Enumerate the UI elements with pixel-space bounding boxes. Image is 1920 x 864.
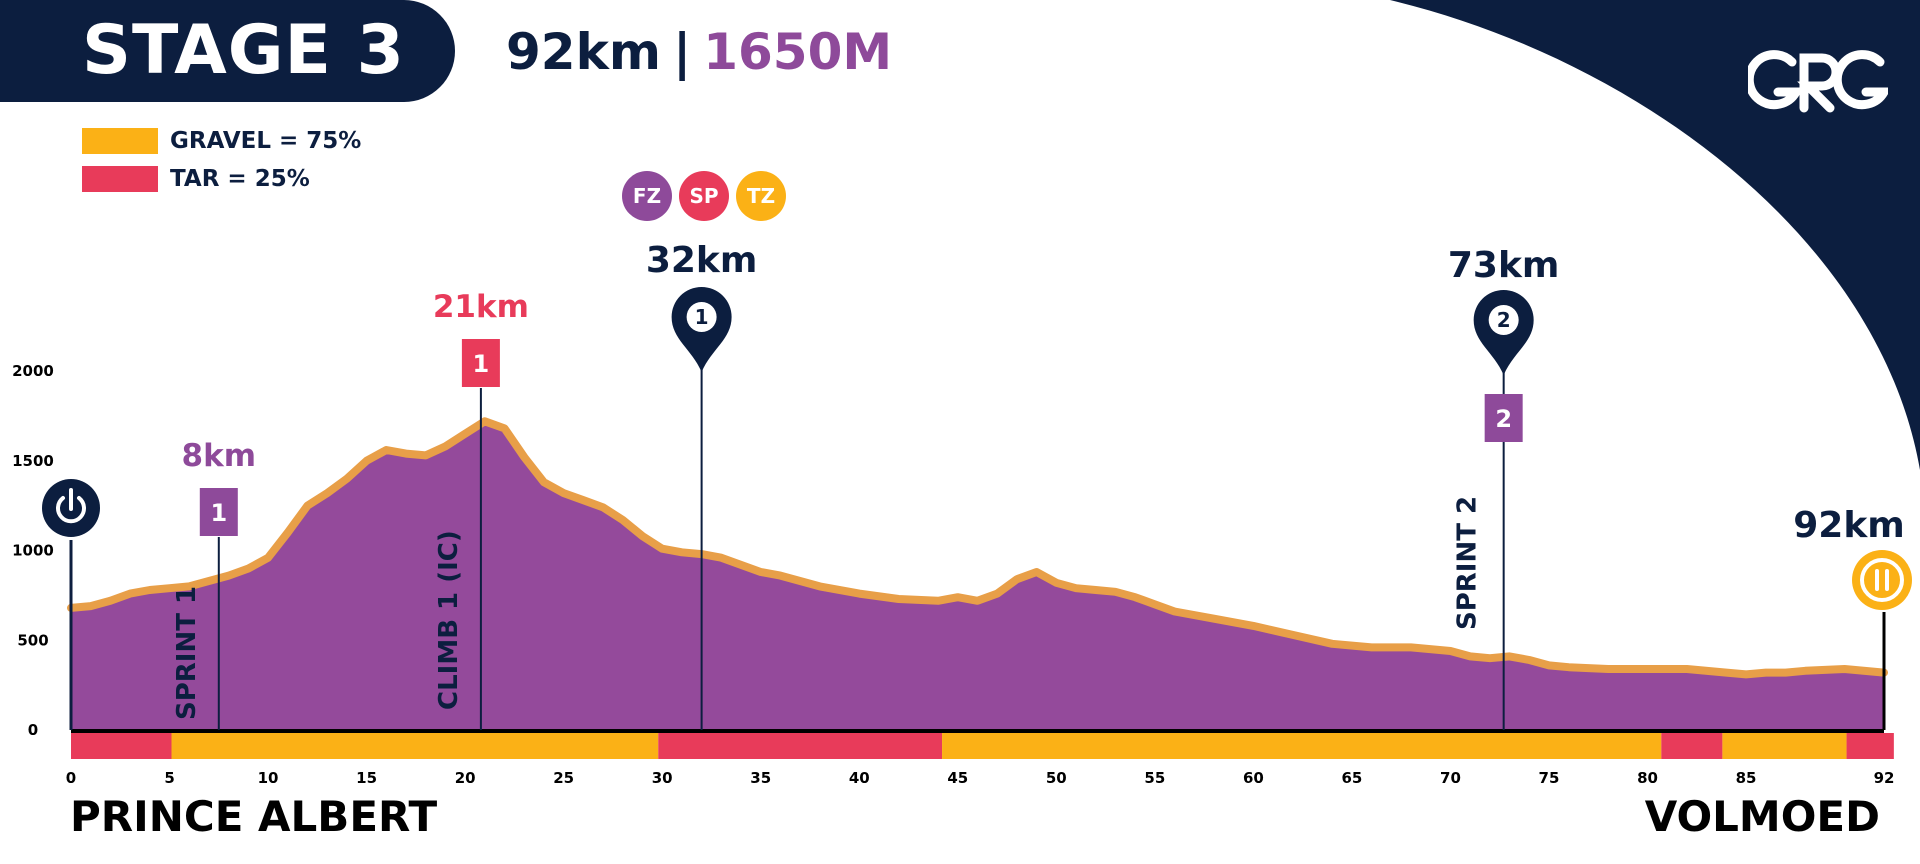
x-tick-label: 20 [455,769,476,787]
power-arc [56,496,86,524]
y-tick-label: 1500 [12,452,54,470]
pin-number: 2 [1497,308,1511,332]
x-tick-label: 50 [1046,769,1067,787]
sprint-marker-number: 1 [210,499,227,527]
x-tick-label: 60 [1243,769,1264,787]
waterpoint-km-label: 32km [646,240,758,281]
pin-inner-circle [1488,305,1519,335]
legend-label-gravel: GRAVEL = 75% [170,128,362,154]
y-tick-labels: 0 500 1000 1500 2000 [12,362,54,739]
x-tick-label: 10 [258,769,279,787]
x-tick-label: 75 [1539,769,1560,787]
x-tick-label: 85 [1736,769,1757,787]
sprint-vertical-label: SPRINT 2 [1453,496,1483,630]
x-tick-label: 80 [1637,769,1658,787]
legend-swatch-gravel [82,128,158,154]
sprint-zone-badge: SP [679,171,729,221]
sprint-km-label: 8km [182,438,257,474]
y-tick-label: 2000 [12,362,54,380]
stage-title: STAGE 3 [82,11,405,90]
surface-segment-gravel [1722,733,1847,759]
pin-inner-circle [686,302,717,332]
climb-marker-box [461,339,500,387]
x-tick-label: 92 [1874,769,1895,787]
x-tick-labels: 0 5 10 15 20 25 30 35 40 45 50 55 60 65 70 75 80 85 92 [66,769,1895,787]
y-tick-label: 0 [28,721,38,739]
x-tick-label: 35 [750,769,771,787]
finish-km-label: 92km [1793,505,1905,546]
profile-area [67,417,1888,730]
stage-distance: 92km [506,23,661,81]
tech-zone-badge: TZ [736,171,786,221]
legend-label-tar: TAR = 25% [170,166,310,192]
surface-legend: GRAVEL = 75% TAR = 25% [82,122,361,198]
x-tick-label: 70 [1440,769,1461,787]
profile-outline [67,417,1888,679]
waterpoint-pin-icon: 1 [671,287,732,372]
stats-separator: | [672,23,692,81]
stage-pill [0,0,455,102]
route-annotations: 8km 1 SPRINT 1 21km 1 CLIMB 1 (IC) 32km 1 73km 2 2… [42,240,1912,730]
x-tick-label: 0 [66,769,76,787]
surface-bar [71,733,1894,759]
x-tick-label: 45 [947,769,968,787]
legend-item-gravel: GRAVEL = 75% [82,122,361,160]
surface-segment-tar [658,733,943,759]
legend-item-tar: TAR = 25% [82,160,361,198]
feed-zone-badge: FZ [622,171,672,221]
surface-segment-tar [1846,733,1894,759]
grg-logo [1748,50,1888,113]
surface-segment-gravel [942,733,1662,759]
finish-pause-icon [1852,550,1912,610]
x-tick-label: 65 [1341,769,1362,787]
x-tick-label: 55 [1144,769,1165,787]
sprint-vertical-label: SPRINT 1 [172,586,202,720]
sprint-marker-box [199,488,238,536]
x-tick-label: 5 [164,769,174,787]
pin-number: 1 [695,305,709,329]
surface-segment-tar [71,733,172,759]
surface-segment-gravel [171,733,659,759]
surface-segment-tar [1661,733,1723,759]
profile-fill [71,421,1884,730]
waterpoint-pin-icon: 2 [1473,290,1534,375]
sprint-marker-number: 2 [1495,405,1512,433]
x-tick-label: 30 [652,769,673,787]
legend-swatch-tar [82,166,158,192]
x-tick-label: 40 [849,769,870,787]
x-tick-label: 15 [356,769,377,787]
sprint-marker-box [1484,394,1523,442]
x-tick-label: 25 [553,769,574,787]
climb-vertical-label: CLIMB 1 (IC) [434,530,464,710]
climb-marker-number: 1 [473,350,490,378]
waterpoint-km-label: 73km [1448,245,1560,286]
climb-km-label: 21km [433,289,529,325]
finish-location: VOLMOED [1644,792,1880,841]
finish-icon-ring [1860,558,1904,602]
stage-stats: 92km | 1650M [506,22,892,82]
stage-elevation: 1650M [703,23,893,81]
start-location: PRINCE ALBERT [70,792,438,841]
start-power-icon [42,479,100,537]
y-tick-label: 1000 [12,542,54,560]
y-tick-label: 500 [17,631,48,649]
